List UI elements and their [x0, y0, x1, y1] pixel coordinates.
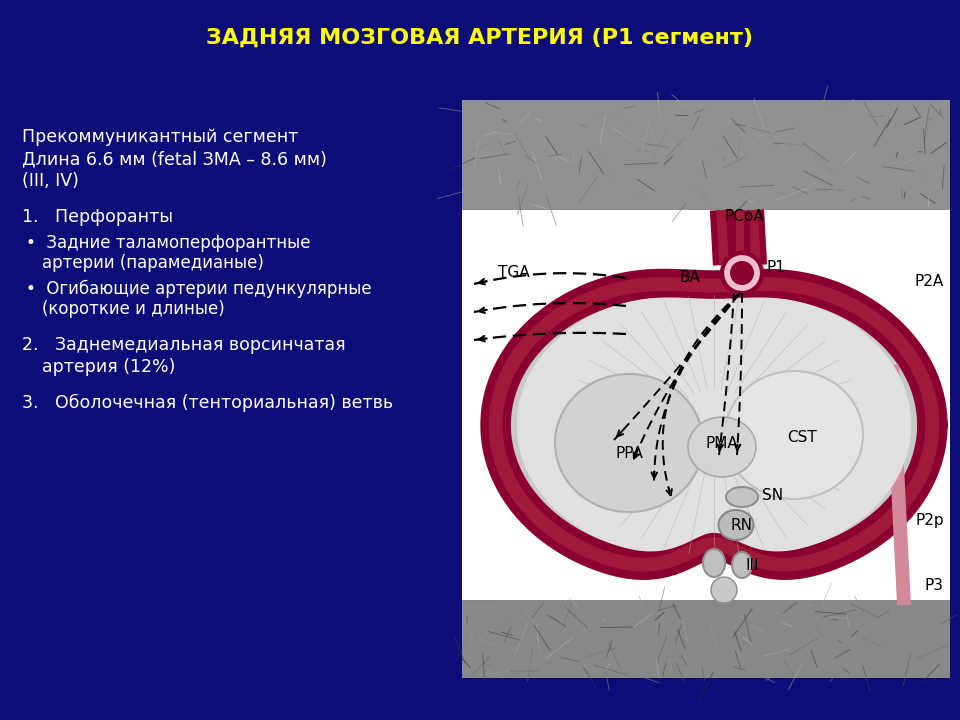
Text: SN: SN: [762, 487, 783, 503]
Text: (III, IV): (III, IV): [22, 172, 79, 190]
Circle shape: [711, 577, 737, 603]
Bar: [462, 100, 950, 210]
Text: •  Огибающие артерии педункулярные: • Огибающие артерии педункулярные: [26, 280, 372, 298]
Polygon shape: [495, 284, 932, 564]
Bar: [462, 100, 950, 678]
Text: 1.   Перфоранты: 1. Перфоранты: [22, 208, 173, 226]
Text: P2A: P2A: [915, 274, 944, 289]
Ellipse shape: [732, 552, 752, 578]
Ellipse shape: [726, 487, 758, 507]
Ellipse shape: [718, 510, 754, 540]
Text: ЗАДНЯЯ МОЗГОВАЯ АРТЕРИЯ (Р1 сегмент): ЗАДНЯЯ МОЗГОВАЯ АРТЕРИЯ (Р1 сегмент): [206, 28, 754, 48]
Text: Длина 6.6 мм (fetal ЗМА – 8.6 мм): Длина 6.6 мм (fetal ЗМА – 8.6 мм): [22, 150, 326, 168]
Ellipse shape: [688, 417, 756, 477]
Circle shape: [722, 253, 762, 293]
Ellipse shape: [555, 374, 703, 512]
Text: P1: P1: [767, 259, 786, 274]
Text: 2.   Заднемедиальная ворсинчатая: 2. Заднемедиальная ворсинчатая: [22, 336, 346, 354]
Text: 3.   Оболочечная (тенториальная) ветвь: 3. Оболочечная (тенториальная) ветвь: [22, 394, 394, 413]
Text: RN: RN: [731, 518, 753, 533]
Text: P3: P3: [925, 578, 944, 593]
Ellipse shape: [703, 549, 725, 577]
Bar: [462, 600, 950, 678]
Text: PMA: PMA: [706, 436, 738, 451]
Text: TGA: TGA: [498, 264, 530, 279]
Text: CST: CST: [787, 430, 817, 444]
Ellipse shape: [725, 371, 863, 499]
Text: PCoA: PCoA: [724, 209, 764, 224]
Text: BA: BA: [680, 269, 701, 284]
Text: артерия (12%): артерия (12%): [42, 358, 176, 376]
Text: •  Задние таламоперфорантные: • Задние таламоперфорантные: [26, 234, 310, 252]
Polygon shape: [517, 298, 910, 551]
Text: III: III: [745, 557, 758, 572]
Text: (короткие и длиные): (короткие и длиные): [42, 300, 225, 318]
Text: Прекоммуникантный сегмент: Прекоммуникантный сегмент: [22, 128, 299, 146]
Text: артерии (парамедианые): артерии (парамедианые): [42, 254, 264, 272]
Text: PPA: PPA: [615, 446, 643, 461]
Text: P2p: P2p: [916, 513, 944, 528]
Circle shape: [730, 261, 754, 285]
